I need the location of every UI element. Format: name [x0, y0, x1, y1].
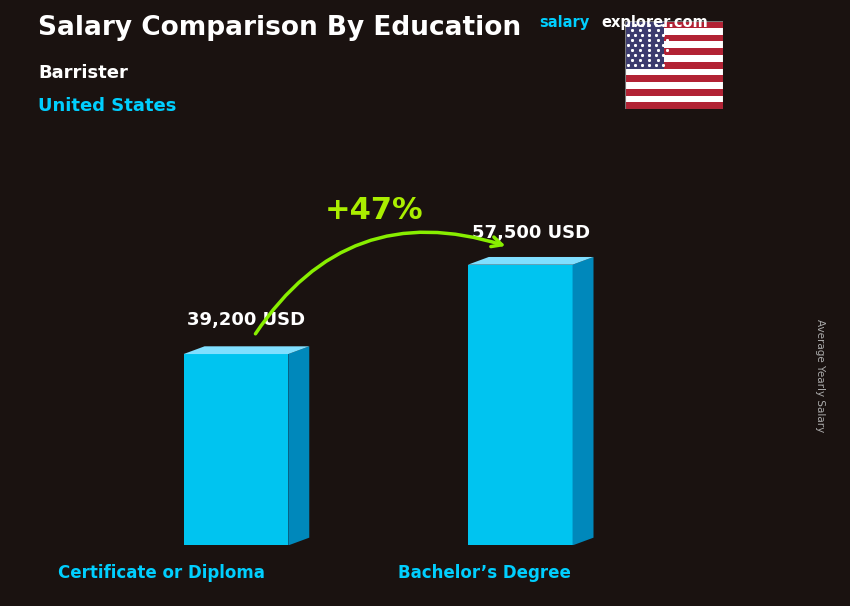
Bar [625, 62, 722, 68]
Bar [625, 82, 722, 89]
Bar [625, 48, 722, 55]
Bar [625, 21, 722, 28]
Polygon shape [573, 257, 593, 545]
Polygon shape [184, 346, 309, 354]
Bar [625, 28, 722, 35]
Text: Certificate or Diploma: Certificate or Diploma [58, 564, 265, 582]
Bar [625, 75, 722, 82]
Text: 39,200 USD: 39,200 USD [187, 311, 305, 329]
Polygon shape [468, 257, 593, 265]
Bar [625, 41, 722, 48]
Text: Average Yearly Salary: Average Yearly Salary [815, 319, 825, 432]
Polygon shape [288, 346, 309, 545]
Text: Bachelor’s Degree: Bachelor’s Degree [398, 564, 571, 582]
Bar [625, 96, 722, 102]
Text: salary: salary [540, 15, 590, 30]
Polygon shape [468, 265, 573, 545]
Text: 57,500 USD: 57,500 USD [472, 224, 590, 242]
Text: explorer.com: explorer.com [601, 15, 708, 30]
Bar [625, 55, 722, 62]
Polygon shape [184, 354, 288, 545]
Text: Salary Comparison By Education: Salary Comparison By Education [38, 15, 521, 41]
Bar [625, 35, 722, 41]
Text: United States: United States [38, 97, 177, 115]
Bar [625, 89, 722, 96]
Bar [625, 68, 722, 75]
Text: +47%: +47% [325, 196, 423, 225]
Bar [625, 21, 664, 68]
Text: Barrister: Barrister [38, 64, 128, 82]
Bar [625, 102, 722, 109]
